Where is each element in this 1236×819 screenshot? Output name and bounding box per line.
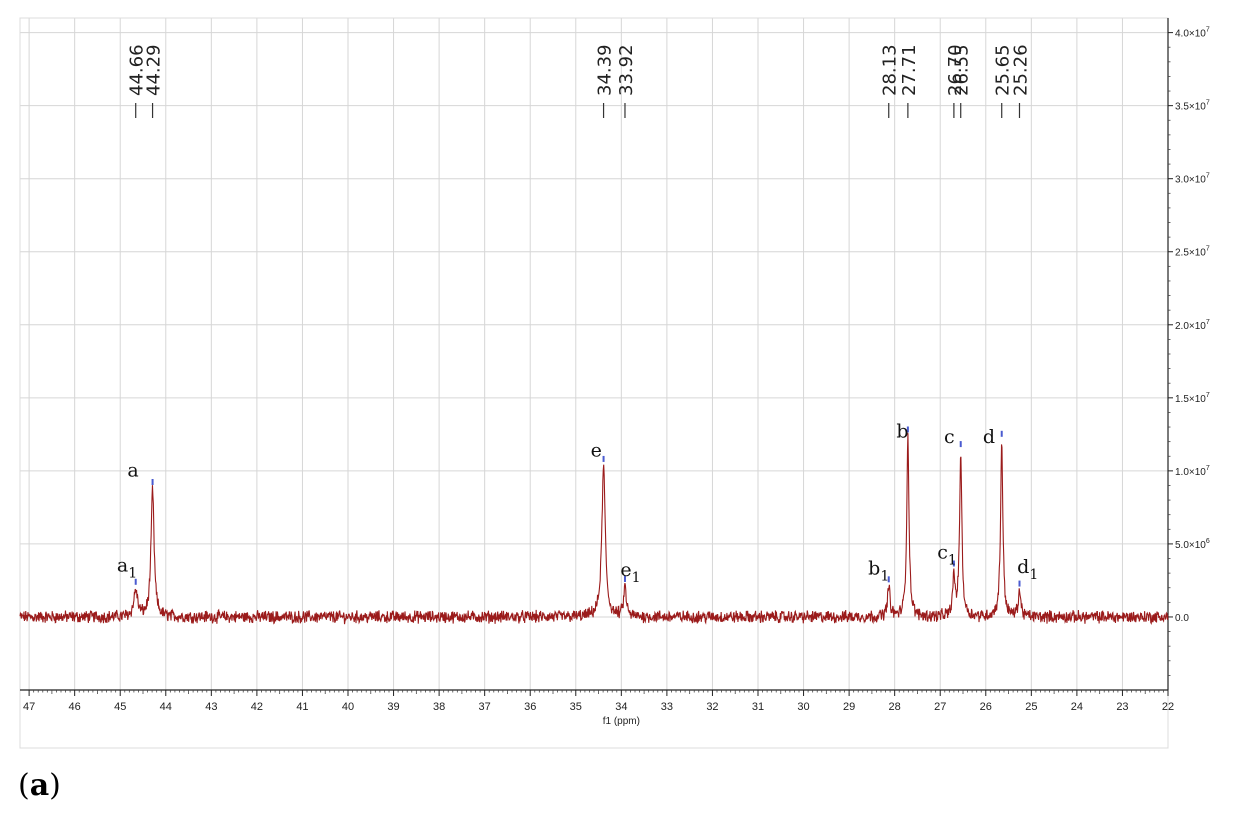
y-tick-exponent: 6 [1206,538,1210,545]
peak-shift-label: 25.26 [1010,44,1031,96]
x-tick-label: 46 [69,701,81,713]
peak-shift-label: 28.13 [880,44,901,96]
peak-assignment-letter: a [127,460,138,482]
y-tick-label: 3.5×107 [1175,100,1210,113]
plot-border [19,17,1169,749]
peak-shift-label: 44.66 [127,44,148,96]
peak-assignment-subscript: 1 [880,569,889,585]
x-tick-label: 39 [387,701,399,713]
x-tick-label: 22 [1162,701,1174,713]
y-tick-exponent: 7 [1206,392,1210,399]
y-tick-exponent: 7 [1206,465,1210,472]
x-tick-label: 40 [342,701,354,713]
x-tick-label: 33 [661,701,673,713]
peak-assignment-letter: d1 [1017,556,1038,583]
x-tick-label: 37 [479,701,491,713]
y-tick-label: 3.0×107 [1175,173,1210,186]
panel-label: (a) [18,768,61,803]
peak-assignment-letter: c [944,426,955,448]
peak-shift-label: 25.65 [993,44,1014,96]
x-tick-label: 32 [706,701,718,713]
peak-assignment-subscript: 1 [128,566,137,582]
x-tick-label: 44 [160,701,172,713]
y-tick-label: 2.0×107 [1175,319,1210,332]
x-tick-label: 31 [752,701,764,713]
x-tick-label: 42 [251,701,263,713]
peak-shift-label: 27.71 [899,44,920,96]
peak-assignment-subscript: 1 [632,570,641,586]
peak-assignment-subscript: 1 [1029,567,1038,583]
y-tick-label: 1.0×107 [1175,465,1210,478]
x-tick-label: 24 [1071,701,1083,713]
peak-shift-label: 33.92 [616,44,637,96]
x-tick-label: 47 [23,701,35,713]
y-tick-exponent: 7 [1206,100,1210,107]
y-tick-label: 1.5×107 [1175,392,1210,405]
peak-assignment-letter: e1 [620,559,640,586]
y-tick-exponent: 7 [1206,319,1210,326]
x-tick-label: 41 [296,701,308,713]
y-tick-exponent: 7 [1206,173,1210,180]
x-tick-label: 29 [843,701,855,713]
x-axis: 47 46 45 44 43 42 41 40 39 38 37 36 35 34 33 32 31 30 29 28… [23,690,1174,727]
peak-shift-label: 26.55 [952,44,973,96]
x-tick-label: 30 [797,701,809,713]
x-tick-label: 45 [114,701,126,713]
y-tick-label: 5.0×106 [1175,538,1210,551]
y-tick-exponent: 7 [1206,27,1210,34]
plot-frame [19,17,1169,749]
x-tick-label: 36 [524,701,536,713]
x-tick-label: 27 [934,701,946,713]
y-axis: 0.0 5.0×106 1.0×107 1.5×107 2.0×107 2.5×107 3.… [1168,27,1210,676]
peak-assignment-letter: b [896,420,908,442]
x-tick-label: 35 [570,701,582,713]
x-tick-label: 28 [889,701,901,713]
x-tick-label: 25 [1025,701,1037,713]
peak-assignment-subscript: 1 [948,553,957,569]
peak-assignment-letter: e [591,439,602,461]
spectrum-line [19,433,1169,625]
y-tick-label: 4.0×107 [1175,27,1210,40]
y-tick-label: 2.5×107 [1175,246,1210,259]
x-tick-label: 43 [205,701,217,713]
spectrum-trace-group [19,433,1169,625]
grid-lines [20,18,1169,690]
peak-shift-label: 26.70 [945,44,966,96]
x-tick-label: 34 [615,701,627,713]
y-tick-label: 0.0 [1175,613,1189,624]
peak-shift-label: 44.29 [144,44,165,96]
x-tick-label: 23 [1116,701,1128,713]
peak-shift-label: 34.39 [595,44,616,96]
x-axis-label: f1 (ppm) [603,716,640,727]
peak-assignment-letter: d [983,426,995,448]
x-tick-label: 26 [980,701,992,713]
x-tick-label: 38 [433,701,445,713]
y-tick-exponent: 7 [1206,246,1210,253]
peak-assignment-letter: b1 [868,558,889,585]
